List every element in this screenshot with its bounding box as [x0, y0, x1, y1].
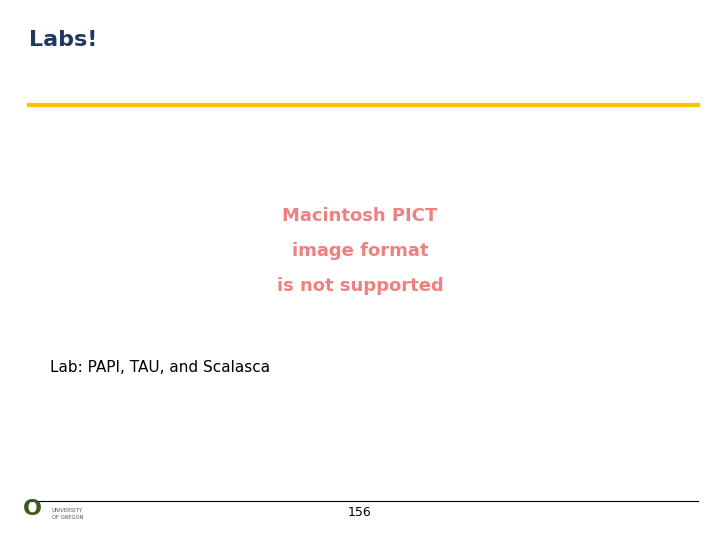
Text: Lab: PAPI, TAU, and Scalasca: Lab: PAPI, TAU, and Scalasca [50, 360, 271, 375]
Text: is not supported: is not supported [276, 277, 444, 295]
Text: Macintosh PICT: Macintosh PICT [282, 207, 438, 225]
Text: Labs!: Labs! [29, 30, 97, 50]
Text: UNIVERSITY
OF OREGON: UNIVERSITY OF OREGON [52, 509, 84, 519]
Text: O: O [23, 498, 42, 519]
Text: image format: image format [292, 242, 428, 260]
Text: 156: 156 [348, 507, 372, 519]
